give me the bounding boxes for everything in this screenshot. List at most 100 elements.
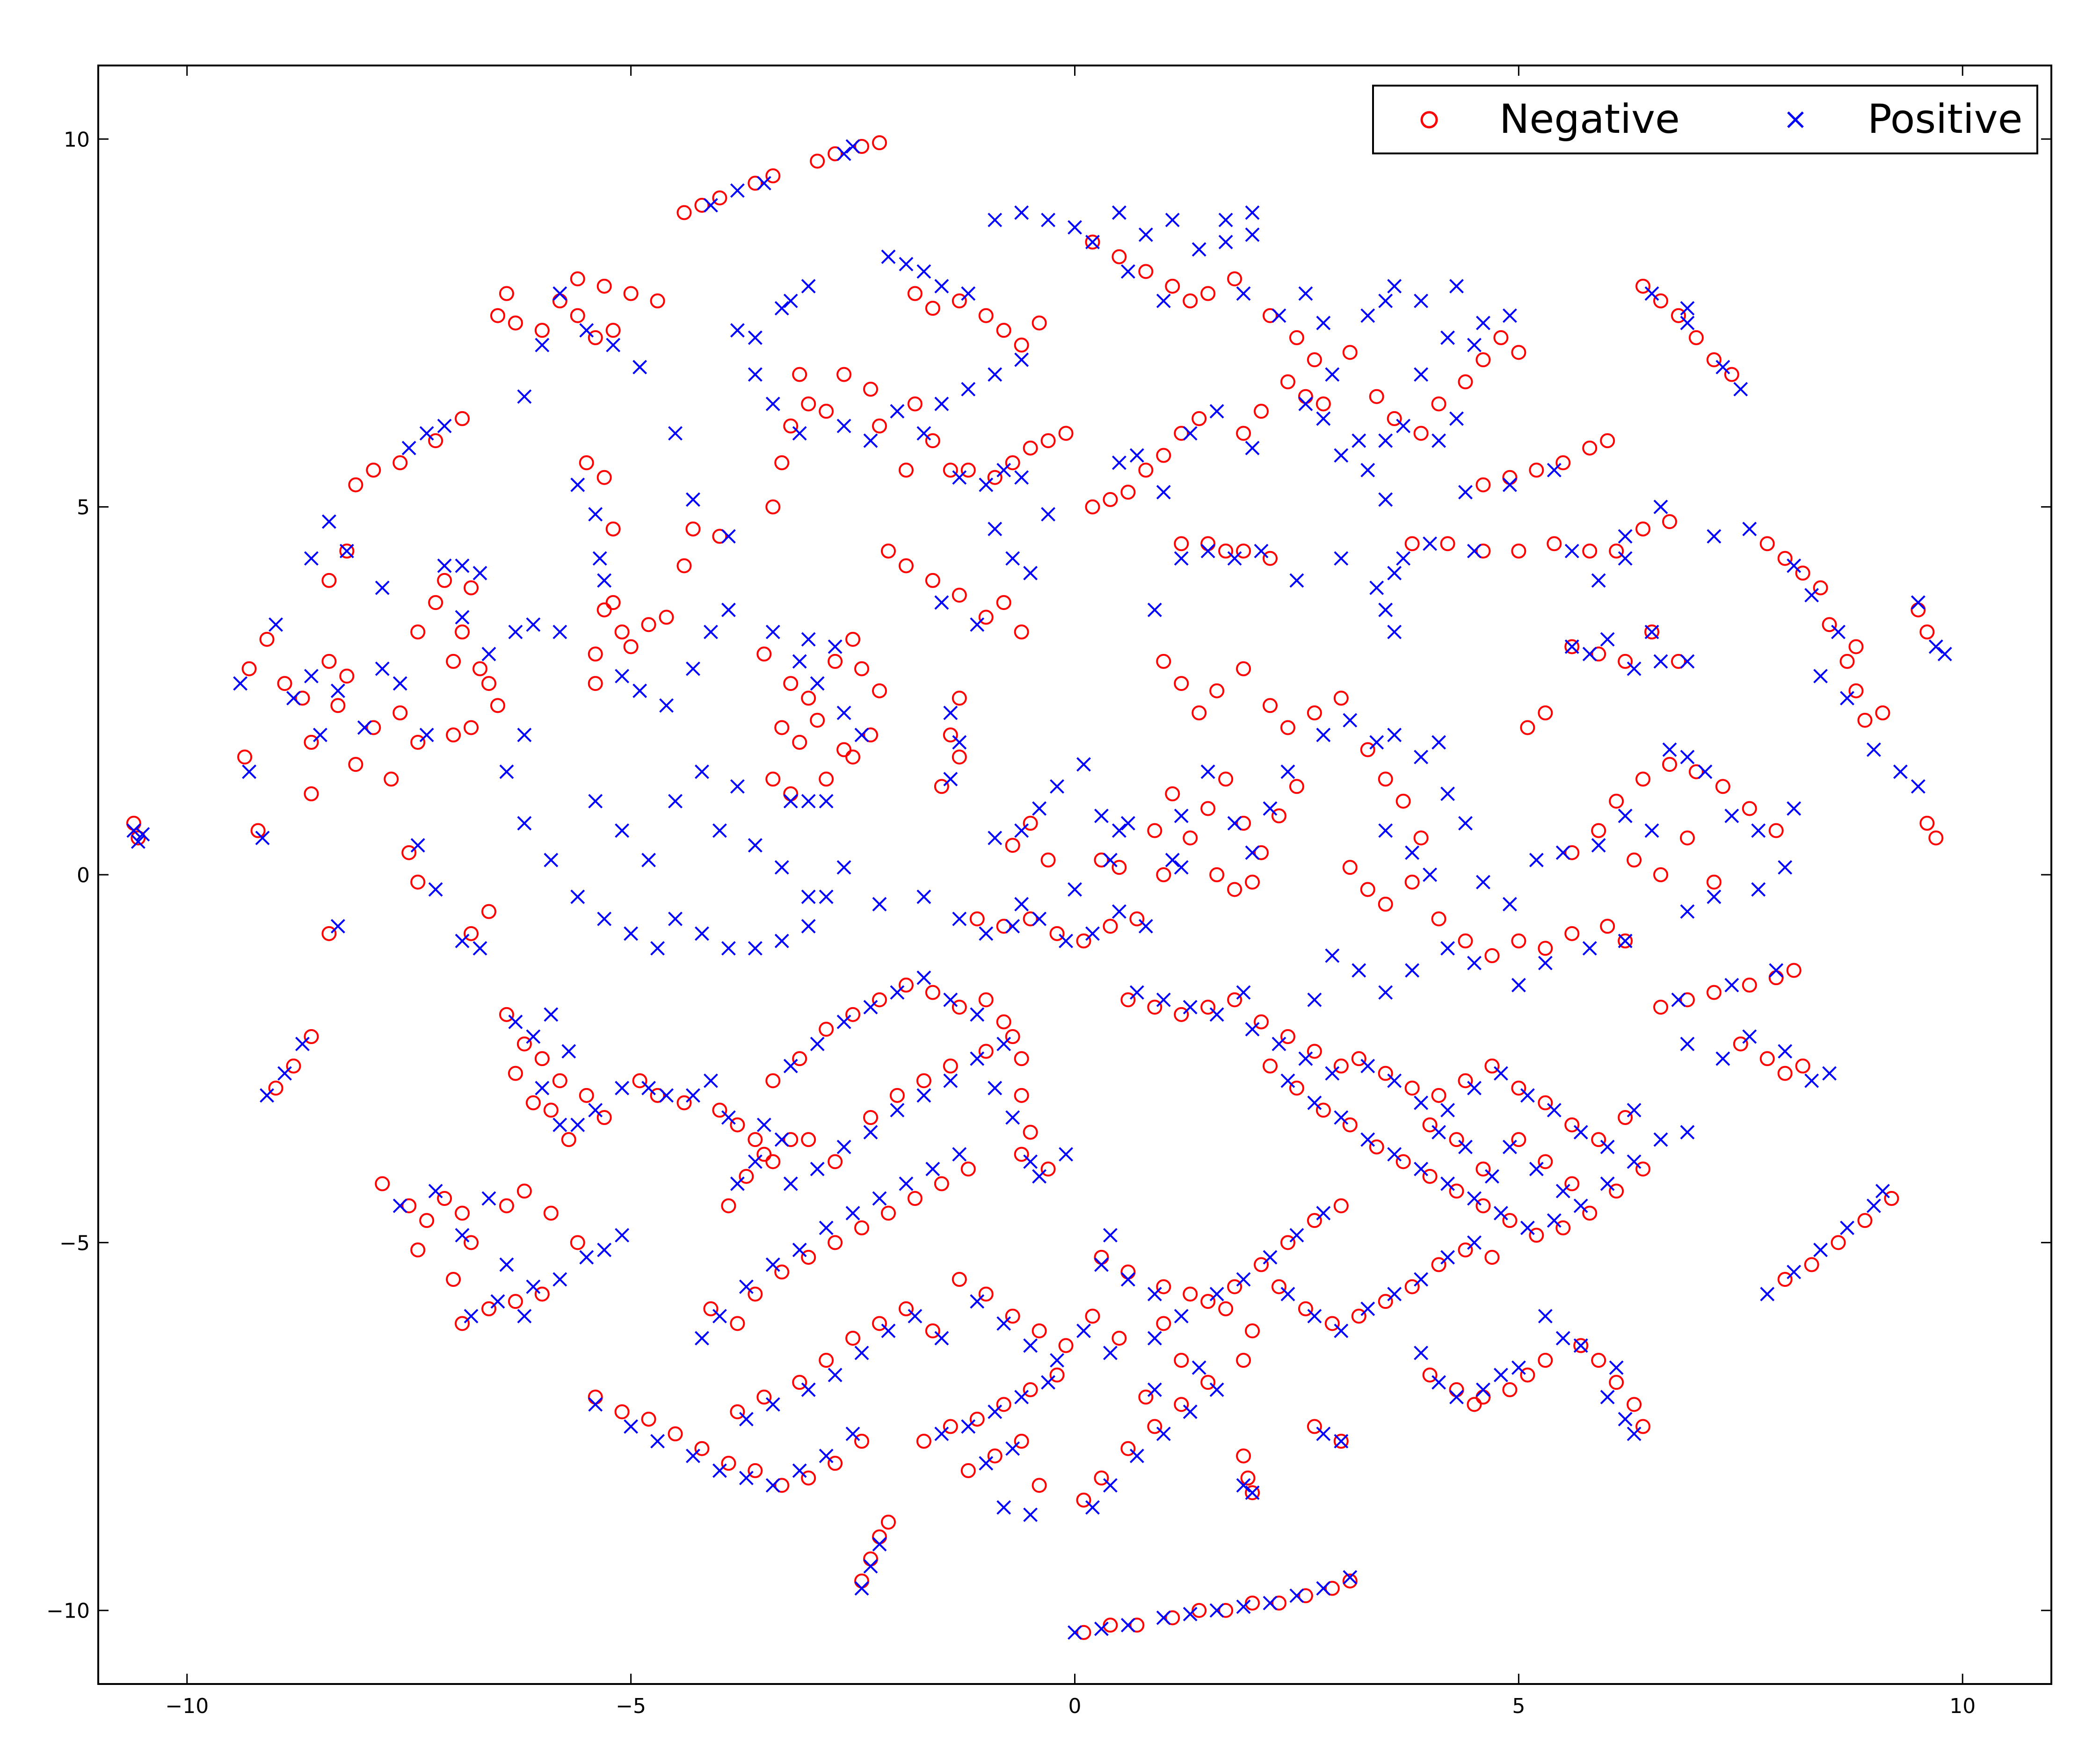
positive-point [916, 264, 931, 279]
negative-point [1076, 1492, 1091, 1508]
negative-point [366, 463, 381, 478]
positive-point [792, 426, 807, 441]
positive-point [535, 338, 550, 353]
negative-point [277, 676, 292, 691]
positive-point [1112, 823, 1126, 838]
positive-point [535, 1081, 550, 1096]
negative-point [872, 135, 887, 151]
positive-point [552, 286, 567, 301]
positive-point [1467, 1081, 1482, 1096]
positive-point [1387, 1147, 1402, 1162]
positive-point [1431, 433, 1446, 448]
negative-point [1333, 690, 1349, 706]
positive-point [597, 911, 612, 926]
negative-point [854, 661, 870, 676]
positive-point [1627, 1154, 1642, 1169]
negative-point [792, 1375, 807, 1390]
negative-point [1165, 278, 1180, 294]
positive-point [1555, 1183, 1570, 1198]
positive-point [1023, 566, 1038, 581]
positive-point [828, 639, 843, 654]
positive-point [748, 367, 763, 382]
positive-point [1183, 426, 1198, 441]
positive-point [1724, 978, 1739, 993]
negative-point [1635, 278, 1651, 294]
negative-point [348, 757, 363, 772]
positive-point [1023, 1338, 1038, 1353]
x-axis: −10 −5 0 5 10 [165, 65, 1976, 1718]
negative-point [1919, 624, 1935, 639]
negative-point [614, 1404, 630, 1420]
negative-point [1209, 683, 1225, 698]
negative-point [1848, 683, 1864, 698]
positive-point [1627, 661, 1642, 676]
negative-point [605, 323, 621, 338]
negative-point [330, 698, 346, 713]
negative-point [1245, 1323, 1260, 1339]
positive-point [739, 1412, 754, 1427]
negative-point [748, 1286, 763, 1302]
positive-point [277, 1066, 292, 1081]
negative-point [996, 323, 1011, 338]
negative-point [1618, 933, 1633, 949]
negative-point [490, 698, 505, 713]
positive-point [1600, 1140, 1615, 1154]
negative-point [1653, 867, 1668, 882]
x-tick-label: −10 [165, 1694, 209, 1718]
positive-point [455, 1228, 470, 1243]
positive-point [1387, 727, 1402, 742]
negative-point [987, 470, 1003, 485]
positive-point [1325, 1066, 1340, 1081]
positive-point [1263, 1596, 1278, 1611]
negative-point [880, 1515, 896, 1530]
positive-point [1378, 602, 1393, 617]
positive-point [1369, 735, 1384, 750]
negative-point [1138, 1389, 1154, 1405]
positive-point [1245, 441, 1260, 456]
negative-point [739, 1169, 754, 1184]
negative-point [978, 1044, 994, 1059]
positive-point [428, 882, 443, 897]
negative-point [1333, 1198, 1349, 1213]
positive-point [810, 1161, 825, 1176]
positive-point [863, 433, 878, 448]
positive-point [1183, 1000, 1198, 1015]
positive-point [801, 1382, 816, 1397]
negative-point [1484, 1249, 1500, 1265]
positive-point [1334, 448, 1349, 463]
negative-point [1431, 911, 1446, 927]
positive-point [1129, 448, 1144, 463]
positive-point [934, 397, 949, 411]
positive-point [1307, 992, 1322, 1007]
negative-point [1103, 492, 1118, 507]
positive-point [1591, 573, 1606, 588]
positive-point [1707, 529, 1722, 544]
negative-point [907, 396, 923, 412]
positive-point [1502, 478, 1517, 492]
legend-positive-label: Positive [1867, 96, 2023, 143]
negative-point [570, 271, 585, 287]
negative-point [1422, 1169, 1438, 1184]
negative-point [295, 690, 310, 706]
negative-point [1511, 345, 1526, 360]
positive-point [472, 941, 487, 956]
negative-point [321, 573, 337, 588]
series-positive [126, 139, 1952, 1640]
positive-point [517, 389, 532, 404]
negative-point [366, 720, 381, 735]
negative-point [1777, 551, 1793, 566]
negative-point [596, 1110, 612, 1125]
negative-point [1263, 551, 1278, 566]
positive-point [1751, 882, 1766, 897]
negative-point [1183, 830, 1198, 846]
negative-point [1023, 1125, 1038, 1140]
negative-point [1174, 1007, 1189, 1022]
positive-point [863, 1000, 878, 1015]
positive-point [996, 1316, 1011, 1331]
negative-point [1733, 1036, 1748, 1052]
positive-point [1032, 911, 1047, 926]
positive-point [686, 492, 700, 507]
negative-point [801, 1470, 816, 1486]
negative-point [1600, 919, 1615, 934]
